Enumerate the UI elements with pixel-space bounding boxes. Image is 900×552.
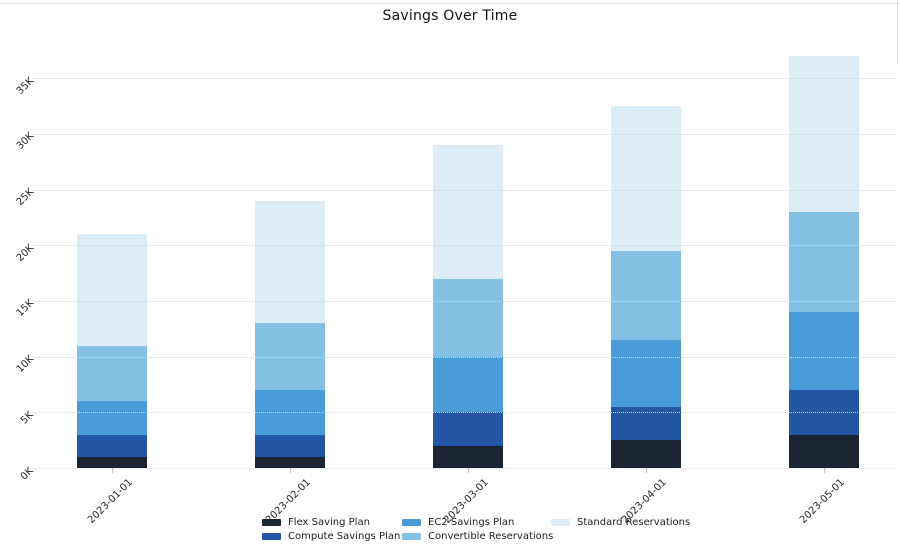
gridline — [33, 245, 896, 247]
y-tick-label: 30K — [14, 131, 36, 153]
legend-swatch-icon — [262, 532, 281, 540]
legend-item[interactable]: Flex Saving Plan — [262, 516, 400, 529]
gridline — [33, 356, 896, 358]
bar-segment[interactable] — [77, 234, 147, 346]
gridline — [33, 468, 896, 469]
legend-label: Convertible Reservations — [428, 530, 554, 542]
bar-segment[interactable] — [433, 445, 503, 468]
bar-segment[interactable] — [611, 440, 681, 468]
legend-column: Standard Reservations — [551, 516, 690, 529]
legend-label: Standard Reservations — [577, 517, 691, 529]
y-tick-label: 25K — [14, 186, 36, 209]
bar-segment[interactable] — [255, 434, 325, 457]
top-border-line — [0, 3, 900, 4]
legend-item[interactable]: Compute Savings Plan — [262, 529, 400, 542]
bar-segment[interactable] — [77, 401, 147, 435]
legend-label: Flex Saving Plan — [288, 517, 370, 529]
y-tick-label: 15K — [14, 298, 36, 320]
bar-segment[interactable] — [789, 211, 859, 313]
bar-segment[interactable] — [433, 412, 503, 446]
bar-segment[interactable] — [433, 356, 503, 413]
gridline — [33, 412, 896, 414]
bar-segment[interactable] — [433, 145, 503, 279]
right-edge-line — [897, 0, 898, 64]
legend-label: EC2 Savings Plan — [428, 517, 515, 529]
bar-segment[interactable] — [611, 106, 681, 251]
gridline — [33, 300, 896, 302]
legend-swatch-icon — [402, 532, 421, 540]
x-tick-mark — [112, 468, 113, 473]
x-tick-mark — [468, 468, 469, 473]
x-tick-mark — [646, 468, 647, 473]
bar-segment[interactable] — [789, 312, 859, 391]
bar-segment[interactable] — [611, 250, 681, 340]
gridline — [33, 78, 896, 80]
x-tick-label: 2023-05-01 — [797, 477, 847, 526]
x-tick-mark — [290, 468, 291, 473]
chart-title: Savings Over Time — [382, 8, 518, 24]
y-tick-label: 10K — [14, 353, 36, 376]
legend-swatch-icon — [402, 519, 421, 527]
bar-segment[interactable] — [255, 200, 325, 324]
legend-label: Compute Savings Plan — [288, 530, 401, 542]
legend-item[interactable]: Convertible Reservations — [402, 529, 553, 542]
bar-segment[interactable] — [433, 278, 503, 357]
legend-column: Flex Saving Plan Compute Savings Plan — [262, 516, 400, 543]
bar-segment[interactable] — [77, 345, 147, 402]
x-tick-mark — [824, 468, 825, 473]
x-tick-label: 2023-01-01 — [85, 477, 135, 526]
legend-item[interactable]: EC2 Savings Plan — [402, 516, 553, 529]
legend-column: EC2 Savings Plan Convertible Reservations — [402, 516, 553, 543]
legend-item[interactable]: Standard Reservations — [551, 516, 690, 529]
legend-swatch-icon — [262, 519, 281, 527]
gridline — [33, 189, 896, 191]
bar-segment[interactable] — [611, 339, 681, 407]
bar-segment[interactable] — [789, 434, 859, 468]
bar-segment[interactable] — [77, 434, 147, 457]
bar-segment[interactable] — [255, 456, 325, 468]
legend-swatch-icon — [551, 519, 570, 527]
bar-segment[interactable] — [77, 456, 147, 468]
gridline — [33, 133, 896, 135]
